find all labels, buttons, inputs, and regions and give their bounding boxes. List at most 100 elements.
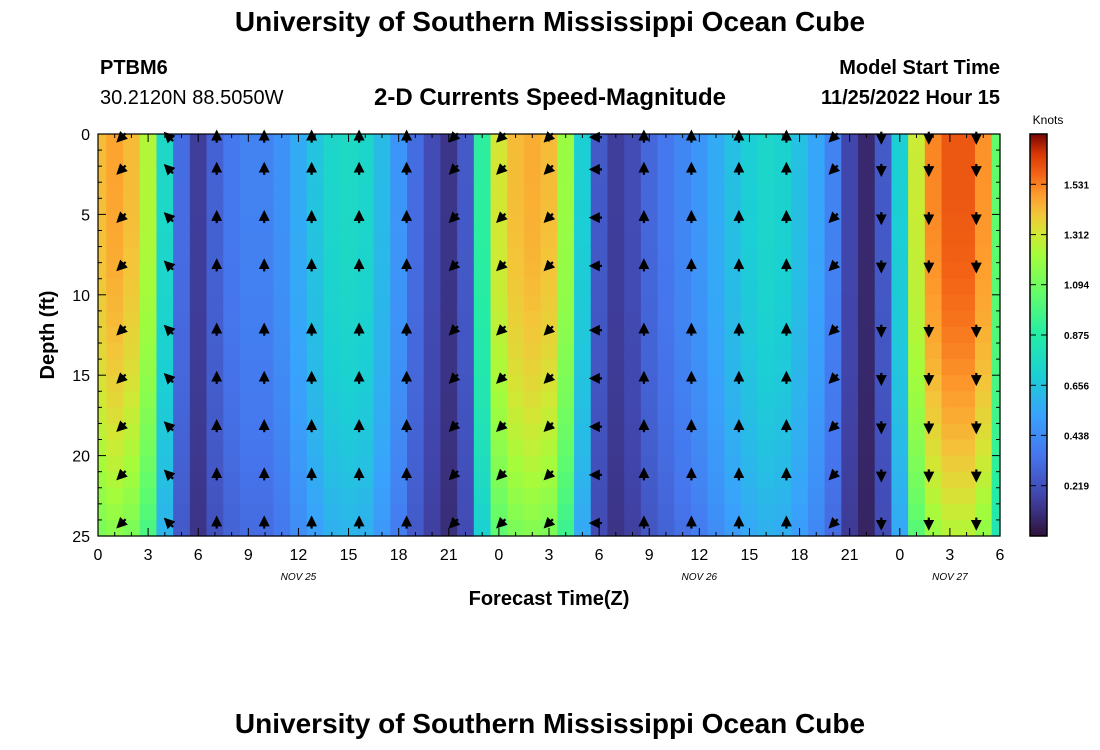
heat-cell (807, 326, 826, 344)
page-title: University of Southern Mississippi Ocean… (234, 6, 866, 37)
heat-cell (290, 423, 308, 441)
heat-cell (674, 278, 692, 296)
heat-cell (407, 487, 425, 505)
heat-cell (858, 310, 876, 328)
heat-cell (991, 359, 1001, 376)
heat-cell (824, 182, 842, 199)
heat-cell (523, 150, 542, 167)
y-tick-label: 25 (72, 529, 90, 546)
heat-cell (390, 310, 408, 328)
heat-cell (974, 471, 993, 489)
heat-cell (690, 471, 709, 489)
heat-cell (974, 294, 993, 312)
heat-cell (657, 294, 675, 312)
heat-cell (223, 343, 241, 360)
heat-cell (908, 423, 926, 441)
heat-cell (908, 455, 926, 473)
heat-cell (390, 214, 408, 232)
heat-cell (824, 455, 842, 473)
heat-cell (941, 439, 959, 457)
heat-cell (674, 439, 692, 457)
heat-cell (98, 326, 107, 344)
heat-cell (657, 246, 675, 264)
heat-cell (189, 294, 208, 312)
heat-cell (390, 294, 408, 312)
heat-cell (841, 391, 859, 408)
heat-cell (574, 439, 592, 457)
heat-cell (323, 134, 341, 151)
heat-cell (707, 423, 725, 441)
heat-cell (841, 198, 859, 215)
heat-cell (624, 166, 642, 183)
heat-cell (607, 166, 625, 183)
heat-cell (674, 503, 692, 521)
heat-cell (824, 230, 842, 248)
model-start-label: Model Start Time (839, 57, 1000, 79)
heat-cell (757, 150, 776, 167)
heat-cell (206, 407, 224, 425)
heat-cell (974, 182, 993, 199)
heat-cell (974, 150, 993, 167)
heat-cell (273, 439, 291, 457)
heat-cell (490, 359, 508, 376)
heat-cell (774, 375, 792, 392)
heat-cell (373, 503, 391, 521)
heat-cell (173, 503, 191, 521)
heat-cell (156, 230, 174, 248)
heat-cell (256, 407, 274, 425)
heat-cell (624, 439, 642, 457)
heat-cell (323, 198, 341, 215)
heat-cell (407, 471, 425, 489)
heat-cell (540, 407, 558, 425)
current-arrow (116, 516, 128, 529)
heat-cell (189, 455, 208, 473)
heat-cell (824, 198, 842, 215)
heat-cell (390, 455, 408, 473)
heat-cell (273, 262, 291, 280)
heat-cell (891, 359, 909, 376)
heat-cell (991, 214, 1001, 232)
date-label: NOV 27 (932, 572, 968, 583)
heat-cell (273, 150, 291, 167)
heat-cell (590, 150, 609, 167)
heat-cell (858, 455, 876, 473)
heat-cell (123, 407, 141, 425)
heat-cell (156, 182, 174, 199)
heat-cell (674, 166, 692, 183)
heat-cell (941, 310, 959, 328)
heat-cell (757, 262, 776, 280)
heat-cell (106, 310, 124, 328)
heat-cell (457, 262, 475, 280)
heat-cell (924, 439, 943, 457)
heat-cell (139, 487, 158, 505)
current-arrow (116, 211, 128, 224)
heat-cell (540, 439, 558, 457)
heat-cell (473, 439, 492, 457)
heat-cell (290, 487, 308, 505)
heat-cell (239, 198, 258, 215)
heat-cell (958, 310, 976, 328)
heat-cell (290, 439, 308, 457)
heat-cell (557, 262, 575, 280)
heat-cell (407, 343, 425, 360)
heat-cell (908, 471, 926, 489)
heat-cell (273, 310, 291, 328)
heat-cell (690, 278, 709, 296)
heat-cell (590, 198, 609, 215)
heat-cell (590, 310, 609, 328)
heat-cell (106, 246, 124, 264)
heat-cell (106, 503, 124, 521)
heat-cell (774, 198, 792, 215)
heat-cell (858, 134, 876, 151)
heat-cell (841, 246, 859, 264)
heat-cell (173, 471, 191, 489)
heat-cell (941, 230, 959, 248)
heat-cell (440, 407, 458, 425)
heat-cell (273, 214, 291, 232)
heat-cell (523, 310, 542, 328)
heat-cell (356, 343, 375, 360)
footer-title: University of Southern Mississippi Ocean… (234, 708, 866, 739)
heat-cell (774, 423, 792, 441)
heat-cell (507, 391, 525, 408)
heat-cell (607, 471, 625, 489)
